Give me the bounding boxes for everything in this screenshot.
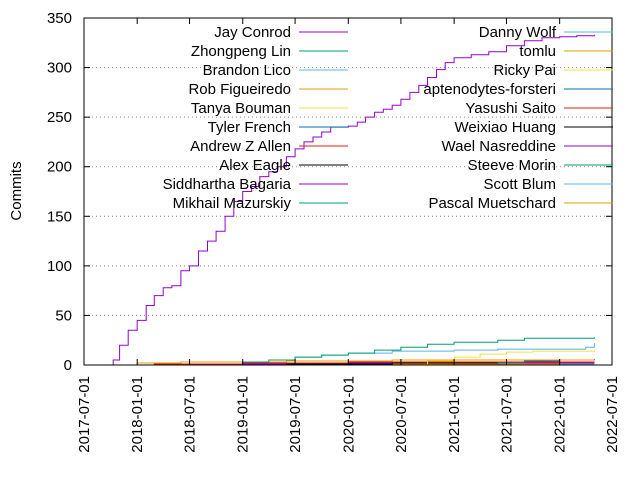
y-tick-label: 150 xyxy=(47,208,72,225)
legend-item: Andrew Z Allen xyxy=(190,138,348,155)
y-tick-label: 200 xyxy=(47,159,72,176)
legend: Jay Conrod Zhongpeng Lin Brandon Lico Rob F… xyxy=(163,24,613,212)
legend-label: Steeve Morin xyxy=(468,157,556,174)
legend-label: Ricky Pai xyxy=(493,62,556,79)
x-tick-label: 2021-07-01 xyxy=(498,376,515,453)
legend-item: Ricky Pai xyxy=(493,62,613,79)
x-tick-label: 2022-07-01 xyxy=(604,376,621,453)
x-tick-label: 2020-01-01 xyxy=(340,376,357,453)
legend-label: Andrew Z Allen xyxy=(190,138,291,155)
x-axis-ticks: 2017-07-01 2018-01-01 2018-07-01 2019-01-01… xyxy=(76,18,621,453)
legend-label: Alex Eagle xyxy=(219,157,291,174)
y-tick-label: 350 xyxy=(47,10,72,27)
legend-label: Mikhail Mazurskiy xyxy=(173,195,292,212)
x-tick-label: 2022-01-01 xyxy=(552,376,569,453)
legend-item: Steeve Morin xyxy=(468,157,613,174)
legend-item: Siddhartha Bagaria xyxy=(163,176,348,193)
legend-item: Weixiao Huang xyxy=(455,119,613,136)
legend-item: Danny Wolf xyxy=(479,24,613,41)
y-tick-label: 50 xyxy=(55,307,72,324)
x-tick-label: 2019-07-01 xyxy=(287,376,304,453)
y-tick-label: 0 xyxy=(64,357,72,374)
legend-item: Mikhail Mazurskiy xyxy=(173,195,348,212)
legend-label: Rob Figueiredo xyxy=(188,81,291,98)
y-tick-label: 100 xyxy=(47,258,72,275)
legend-item: Brandon Lico xyxy=(203,62,348,79)
grid-lines xyxy=(84,67,612,316)
legend-item: Tyler French xyxy=(208,119,348,136)
x-tick-label: 2017-07-01 xyxy=(76,376,93,453)
y-axis-label: Commits xyxy=(8,161,25,220)
legend-label: Yasushi Saito xyxy=(465,100,556,117)
legend-item: Yasushi Saito xyxy=(465,100,613,117)
y-tick-label: 250 xyxy=(47,109,72,126)
series-line xyxy=(400,350,595,366)
legend-item: Alex Eagle xyxy=(219,157,348,174)
x-tick-label: 2018-01-01 xyxy=(129,376,146,453)
x-tick-label: 2020-07-01 xyxy=(393,376,410,453)
legend-label: Tyler French xyxy=(208,119,291,136)
legend-label: Wael Nasreddine xyxy=(442,138,557,155)
y-axis-ticks: 0 50 100 150 200 250 300 350 xyxy=(47,10,612,374)
legend-item: Pascal Muetschard xyxy=(428,195,613,212)
legend-label: tomlu xyxy=(519,43,556,60)
legend-label: Pascal Muetschard xyxy=(428,195,556,212)
legend-label: Tanya Bouman xyxy=(191,100,291,117)
legend-label: Siddhartha Bagaria xyxy=(163,176,292,193)
legend-label: Weixiao Huang xyxy=(455,119,556,136)
series-line xyxy=(107,34,595,366)
legend-item: tomlu xyxy=(519,43,613,60)
legend-item: Zhongpeng Lin xyxy=(191,43,348,60)
series-line xyxy=(216,337,595,366)
legend-label: Jay Conrod xyxy=(214,24,291,41)
x-tick-label: 2019-01-01 xyxy=(235,376,252,453)
legend-item: aptenodytes-forsteri xyxy=(423,81,613,98)
x-tick-label: 2021-01-01 xyxy=(446,376,463,453)
legend-label: aptenodytes-forsteri xyxy=(423,81,556,98)
x-tick-label: 2018-07-01 xyxy=(182,376,199,453)
legend-item: Tanya Bouman xyxy=(191,100,348,117)
legend-item: Jay Conrod xyxy=(214,24,348,41)
legend-label: Danny Wolf xyxy=(479,24,557,41)
legend-item: Wael Nasreddine xyxy=(442,138,613,155)
legend-item: Scott Blum xyxy=(483,176,613,193)
legend-label: Scott Blum xyxy=(483,176,556,193)
legend-label: Zhongpeng Lin xyxy=(191,43,291,60)
y-tick-label: 300 xyxy=(47,60,72,77)
legend-item: Rob Figueiredo xyxy=(188,81,348,98)
legend-label: Brandon Lico xyxy=(203,62,291,79)
